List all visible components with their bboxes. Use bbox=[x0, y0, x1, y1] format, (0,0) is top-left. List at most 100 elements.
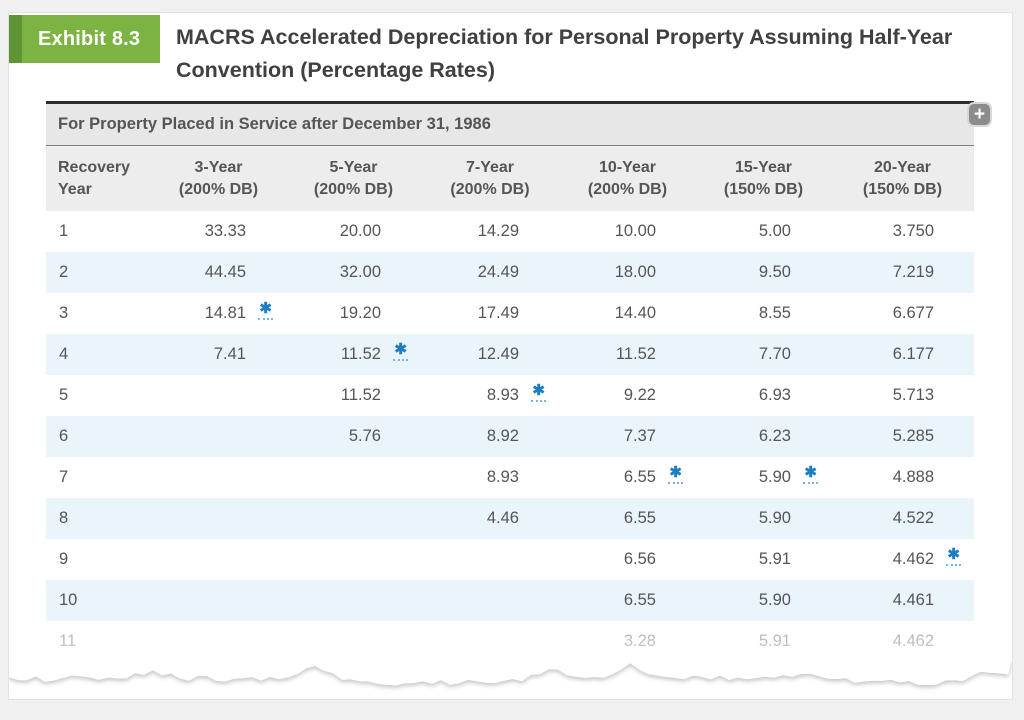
table-row: 3 14.81 ✱ 19.20 17.49 14.40 8.55 6.677 bbox=[46, 293, 974, 334]
table-cell: 17.49 bbox=[477, 304, 519, 322]
table-cell bbox=[421, 539, 559, 580]
table-cell: 4.46 bbox=[486, 509, 519, 527]
footnote-asterisk-icon[interactable]: ✱ bbox=[258, 301, 273, 320]
table-cell bbox=[286, 457, 421, 498]
table-cell: 6.23 bbox=[758, 427, 791, 445]
table-cell: 44.45 bbox=[204, 263, 246, 281]
table-cell bbox=[151, 416, 286, 457]
recovery-year-cell: 7 bbox=[59, 468, 69, 486]
table-cell: 4.888 bbox=[892, 468, 934, 486]
recovery-year-cell: 2 bbox=[59, 263, 69, 281]
footnote-asterisk-icon[interactable]: ✱ bbox=[803, 465, 818, 484]
table-cell: 24.49 bbox=[477, 263, 519, 281]
table-row: 5 11.52 8.93 ✱ 9.22 6.93 5.713 bbox=[46, 375, 974, 416]
table-cell: 4.461 bbox=[892, 591, 934, 609]
table-cell: 4.522 bbox=[892, 509, 934, 527]
recovery-year-cell: 8 bbox=[59, 509, 69, 527]
column-header: Recovery Year bbox=[58, 158, 131, 198]
table-cell: 5.90 bbox=[758, 509, 791, 527]
table-cell bbox=[151, 498, 286, 539]
table-cell: 14.40 bbox=[614, 304, 656, 322]
column-header: 5-Year (200% DB) bbox=[313, 158, 394, 198]
torn-paper-edge bbox=[9, 653, 1012, 686]
table-cell: 32.00 bbox=[339, 263, 381, 281]
recovery-year-cell: 6 bbox=[59, 427, 69, 445]
table-cell: 33.33 bbox=[204, 222, 246, 240]
table-cell: 9.50 bbox=[758, 263, 791, 281]
table-cell: 6.677 bbox=[892, 304, 934, 322]
table-cell: 6.55 bbox=[623, 591, 656, 609]
table-cell: 10.00 bbox=[614, 222, 656, 240]
table-cell: 5.90 ✱ bbox=[758, 464, 818, 486]
table-cell: 6.56 bbox=[623, 550, 656, 568]
table-cell: 6.177 bbox=[892, 345, 934, 363]
table-cell bbox=[286, 580, 421, 621]
column-header: 15-Year (150% DB) bbox=[723, 158, 804, 198]
table-cell: 7.41 bbox=[213, 345, 246, 363]
table-cell: 7.37 bbox=[623, 427, 656, 445]
exhibit-badge-fold bbox=[9, 15, 22, 63]
table-cell: 5.76 bbox=[348, 427, 381, 445]
table-body: 1 33.33 20.00 14.29 10.00 5.00 3.750 2 44.45 32.0… bbox=[46, 211, 974, 662]
table-cell: 5.00 bbox=[758, 222, 791, 240]
table-cell bbox=[151, 375, 286, 416]
table-cell: 6.55 bbox=[623, 509, 656, 527]
table-row: 2 44.45 32.00 24.49 18.00 9.50 7.219 bbox=[46, 252, 974, 293]
table-cell: 7.70 bbox=[758, 345, 791, 363]
footnote-asterisk-icon[interactable]: ✱ bbox=[531, 383, 546, 402]
table-cell: 8.92 bbox=[486, 427, 519, 445]
recovery-year-cell: 3 bbox=[59, 304, 69, 322]
table-row: 1 33.33 20.00 14.29 10.00 5.00 3.750 bbox=[46, 211, 974, 252]
table-cell: 8.55 bbox=[758, 304, 791, 322]
table-cell bbox=[421, 580, 559, 621]
recovery-year-cell: 10 bbox=[59, 591, 78, 609]
table-cell: 6.55 ✱ bbox=[623, 464, 683, 486]
page-card: Exhibit 8.3 MACRS Accelerated Depreciati… bbox=[8, 12, 1013, 700]
table-cell bbox=[151, 457, 286, 498]
table-cell: 14.29 bbox=[477, 222, 519, 240]
column-header: 7-Year (200% DB) bbox=[450, 158, 530, 198]
table-row: 6 5.76 8.92 7.37 6.23 5.285 bbox=[46, 416, 974, 457]
exhibit-badge: Exhibit 8.3 bbox=[9, 15, 161, 63]
recovery-year-cell: 1 bbox=[59, 222, 69, 240]
recovery-year-cell: 4 bbox=[59, 345, 69, 363]
table-row: 9 6.56 5.91 4.462 ✱ bbox=[46, 539, 974, 580]
table-cell: 9.22 bbox=[623, 386, 656, 404]
footnote-asterisk-icon[interactable]: ✱ bbox=[668, 465, 683, 484]
table-cell: 19.20 bbox=[339, 304, 381, 322]
depreciation-table: For Property Placed in Service after Dec… bbox=[46, 101, 974, 662]
recovery-year-cell: 9 bbox=[59, 550, 69, 568]
table-cell: 8.93 ✱ bbox=[486, 382, 546, 404]
table-cell: 3.750 bbox=[892, 222, 934, 240]
table-row: 7 8.93 6.55 ✱ 5.90 ✱ 4.888 bbox=[46, 457, 974, 498]
table-cell: 14.81 ✱ bbox=[204, 300, 273, 322]
table-cell bbox=[286, 498, 421, 539]
table-caption: For Property Placed in Service after Dec… bbox=[46, 104, 974, 146]
plus-icon: + bbox=[973, 104, 986, 125]
table-cell bbox=[151, 580, 286, 621]
table-cell: 11.52 bbox=[615, 345, 656, 363]
table-cell: 18.00 bbox=[614, 263, 656, 281]
table-cell: 5.713 bbox=[892, 386, 934, 404]
table-cell: 12.49 bbox=[477, 345, 519, 363]
column-header: 20-Year (150% DB) bbox=[862, 158, 943, 198]
table-cell: 20.00 bbox=[339, 222, 381, 240]
table-header-row: Recovery Year 3-Year (200% DB) 5-Year (200% D… bbox=[46, 146, 974, 211]
table-cell: 8.93 bbox=[486, 468, 519, 486]
table-cell: 7.219 bbox=[892, 263, 934, 281]
table-cell bbox=[286, 539, 421, 580]
expand-button[interactable]: + bbox=[967, 102, 992, 127]
table-cell: 5.91 bbox=[758, 550, 791, 568]
table-row: 4 7.41 11.52 ✱ 12.49 11.52 7.70 6.177 bbox=[46, 334, 974, 375]
column-header: 3-Year (200% DB) bbox=[178, 158, 259, 198]
footnote-asterisk-icon[interactable]: ✱ bbox=[393, 342, 408, 361]
exhibit-badge-label: Exhibit 8.3 bbox=[22, 15, 161, 63]
recovery-year-cell: 5 bbox=[59, 386, 69, 404]
table-cell: 11.52 bbox=[340, 386, 381, 404]
table-cell: 5.90 bbox=[758, 591, 791, 609]
table-cell bbox=[151, 539, 286, 580]
footnote-asterisk-icon[interactable]: ✱ bbox=[946, 547, 961, 566]
table-row: 10 6.55 5.90 4.461 bbox=[46, 580, 974, 621]
table-cell: 6.93 bbox=[758, 386, 791, 404]
table-cell: 5.285 bbox=[892, 427, 934, 445]
